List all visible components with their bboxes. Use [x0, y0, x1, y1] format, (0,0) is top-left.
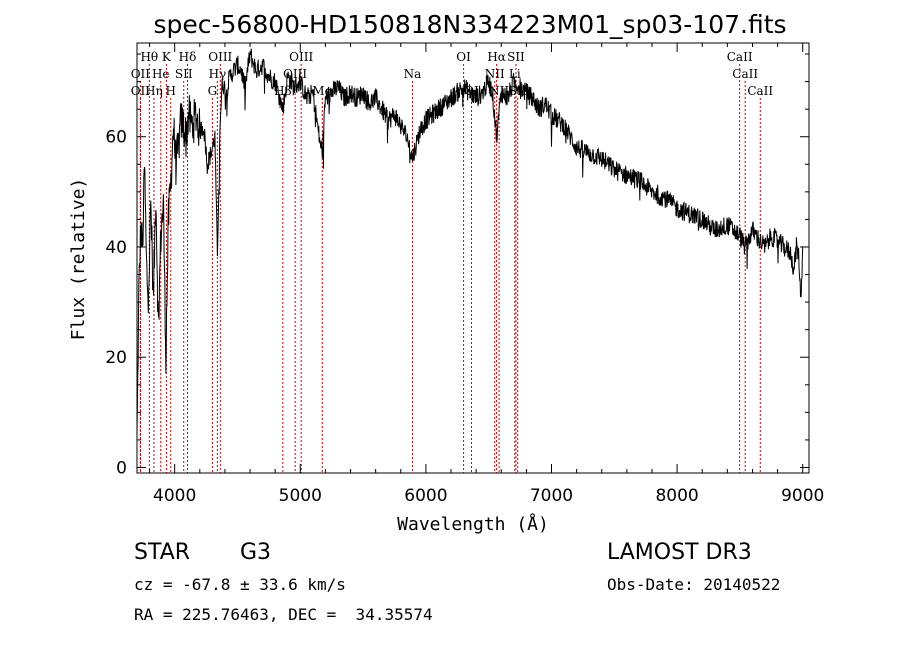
line-id-label: Hγ [209, 67, 227, 81]
x-tick-label: 5000 [279, 486, 322, 506]
sky-coordinates: RA = 225.76463, DEC = 34.35574 [134, 605, 433, 624]
x-tick-label: 9000 [781, 486, 824, 506]
line-id-label: Mg [312, 84, 332, 98]
x-axis: 4000 5000 6000 7000 8000 9000 [149, 43, 824, 506]
plot-frame [136, 42, 810, 474]
line-id-label: Hα [487, 50, 506, 64]
line-id-label: Hη [145, 84, 163, 98]
x-tick-label: 4000 [153, 486, 196, 506]
line-id-label: H [166, 84, 176, 98]
line-id-label: Hθ [140, 50, 158, 64]
x-tick-label: 7000 [530, 486, 573, 506]
line-id-label: He [152, 67, 170, 81]
line-id-markers [139, 64, 761, 473]
line-id-label: Li [509, 67, 521, 81]
line-id-label: OII [131, 84, 151, 98]
chart-title: spec-56800-HD150818N334223M01_sp03-107.f… [153, 10, 786, 39]
line-id-label: K [162, 50, 172, 64]
y-axis: 0 20 40 60 [105, 53, 809, 478]
y-tick-label: 40 [105, 238, 127, 258]
x-tick-label: 6000 [404, 486, 447, 506]
y-tick-label: 60 [105, 128, 127, 148]
x-tick-label: 8000 [655, 486, 698, 506]
survey-name: LAMOST DR3 [607, 540, 752, 565]
x-axis-label: Wavelength (Å) [397, 513, 549, 535]
y-tick-label: 20 [105, 348, 127, 368]
line-id-label: SII [175, 67, 193, 81]
y-axis-label: Flux (relative) [68, 178, 89, 341]
spectrum-series-line [136, 48, 804, 434]
line-id-label: CaII [747, 84, 773, 98]
object-subclass: G3 [240, 540, 272, 565]
object-class: STAR [134, 540, 191, 565]
line-id-label: Na [404, 67, 422, 81]
line-id-label: OI [456, 50, 471, 64]
line-id-label: OIII [289, 50, 313, 64]
line-id-label: SII [507, 50, 525, 64]
redshift-velocity: cz = -67.8 ± 33.6 km/s [134, 575, 346, 594]
line-id-label: OIII [208, 50, 232, 64]
y-tick-label: 0 [116, 458, 127, 478]
line-id-label: Hδ [179, 50, 197, 64]
line-id-label: OII [131, 67, 151, 81]
line-id-label: G [208, 84, 218, 98]
observation-date: Obs-Date: 20140522 [607, 575, 781, 594]
line-id-label: CaII [727, 50, 753, 64]
line-id-label: CaII [732, 67, 758, 81]
